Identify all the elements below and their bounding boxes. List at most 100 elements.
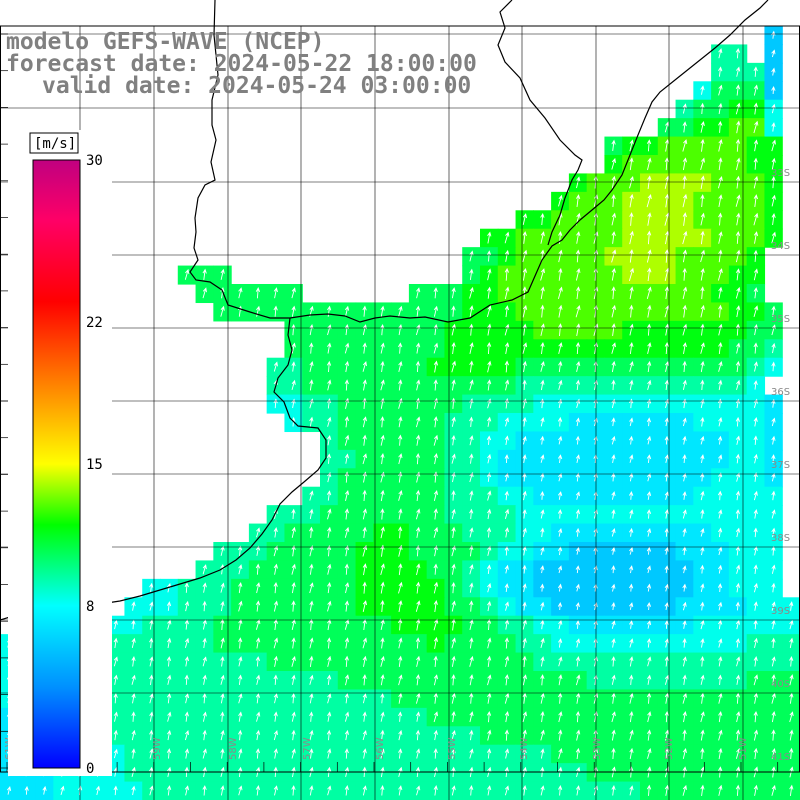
wind-arrow: [646, 583, 652, 592]
wind-arrow: [255, 600, 261, 612]
wind-arrow: [487, 729, 492, 741]
wind-arrow: [167, 619, 172, 630]
wind-arrow: [415, 360, 421, 373]
wind-arrow: [291, 305, 296, 317]
wind-arrow: [469, 748, 474, 759]
wind-arrow: [629, 583, 634, 592]
wind-arrow: [309, 360, 314, 373]
wind-arrow: [753, 601, 758, 611]
wind-arrow: [753, 784, 758, 796]
wind-arrow: [700, 157, 705, 171]
wind-arrow: [540, 619, 545, 630]
wind-arrow: [558, 619, 563, 630]
wind-arrow: [398, 434, 403, 446]
wind-arrow: [415, 305, 421, 317]
wind-arrow: [664, 121, 670, 133]
wind-arrow: [753, 194, 759, 207]
wind-arrow: [718, 66, 723, 77]
wind-arrow: [167, 637, 172, 649]
wind-arrow: [718, 48, 723, 59]
wind-arrow: [682, 509, 687, 519]
wind-arrow: [344, 323, 350, 336]
wind-arrow: [291, 637, 296, 649]
wind-arrow: [487, 674, 492, 686]
wind-arrow: [700, 212, 705, 226]
wind-arrow: [753, 582, 758, 593]
wind-arrow: [398, 526, 403, 539]
wind-arrow: [220, 600, 225, 612]
title-line-1: modelo GEFS-WAVE (NCEP): [6, 29, 325, 55]
wind-arrow: [646, 527, 652, 537]
wind-arrow: [576, 231, 581, 244]
wind-arrow: [344, 416, 350, 428]
wind-arrow: [629, 417, 634, 427]
wind-arrow: [327, 416, 332, 427]
wind-arrow: [522, 435, 527, 445]
wind-arrow: [557, 286, 563, 300]
wind-arrow: [647, 212, 652, 226]
wind-arrow: [771, 417, 776, 427]
wind-arrow: [736, 175, 741, 189]
wind-arrow: [753, 674, 759, 686]
wind-arrow: [451, 416, 456, 427]
wind-arrow: [664, 454, 669, 464]
wind-arrow: [291, 748, 296, 759]
wind-arrow: [238, 656, 243, 667]
wind-arrow: [718, 692, 723, 704]
wind-arrow: [753, 249, 758, 262]
wind-arrow: [771, 601, 776, 611]
wind-arrow: [380, 434, 385, 446]
wind-arrow: [469, 453, 474, 464]
wind-arrow: [344, 545, 350, 557]
wind-arrow: [789, 601, 794, 611]
wind-arrow: [611, 342, 616, 354]
wind-arrow: [202, 748, 207, 759]
wind-arrow: [522, 268, 528, 281]
wind-arrow: [700, 120, 705, 133]
wind-arrow: [433, 508, 438, 520]
wind-arrow: [273, 748, 278, 759]
wind-arrow: [469, 545, 474, 557]
wind-arrow: [522, 601, 527, 611]
wind-arrow: [629, 565, 634, 574]
wind-arrow: [184, 693, 190, 704]
wind-arrow: [309, 582, 314, 594]
wind-arrow: [557, 509, 563, 519]
wind-arrow: [540, 748, 545, 759]
wind-arrow: [415, 489, 421, 502]
wind-arrow: [558, 785, 563, 796]
wind-arrow: [113, 748, 118, 759]
wind-arrow: [415, 711, 421, 722]
wind-arrow: [682, 212, 687, 226]
wind-arrow: [593, 286, 599, 300]
wind-arrow: [380, 342, 385, 354]
wind-arrow: [327, 655, 332, 667]
lat-label: 40S: [771, 679, 790, 690]
wind-arrow: [611, 249, 617, 263]
wind-arrow: [753, 656, 758, 667]
wind-arrow: [771, 564, 776, 574]
wind-arrow: [504, 674, 510, 686]
wind-arrow: [362, 563, 367, 576]
wind-arrow: [664, 747, 670, 760]
wind-arrow: [504, 249, 510, 262]
wind-arrow: [327, 434, 332, 446]
wind-arrow: [557, 601, 563, 611]
wind-arrow: [718, 619, 723, 630]
wind-arrow: [611, 304, 617, 318]
wind-arrow: [682, 565, 687, 574]
wind-arrow: [540, 454, 545, 463]
wind-arrow: [682, 435, 687, 445]
wind-arrow: [309, 323, 314, 336]
wind-arrow: [735, 249, 741, 263]
lon-label: 54W: [519, 737, 530, 760]
wind-arrow: [433, 729, 438, 741]
wind-arrow: [451, 710, 456, 723]
wind-arrow: [327, 600, 332, 612]
wind-arrow: [575, 454, 580, 464]
wind-arrow: [700, 230, 705, 245]
wind-arrow: [504, 286, 510, 300]
wind-arrow: [682, 267, 687, 281]
wind-arrow: [753, 175, 759, 189]
wind-arrow: [415, 342, 421, 354]
